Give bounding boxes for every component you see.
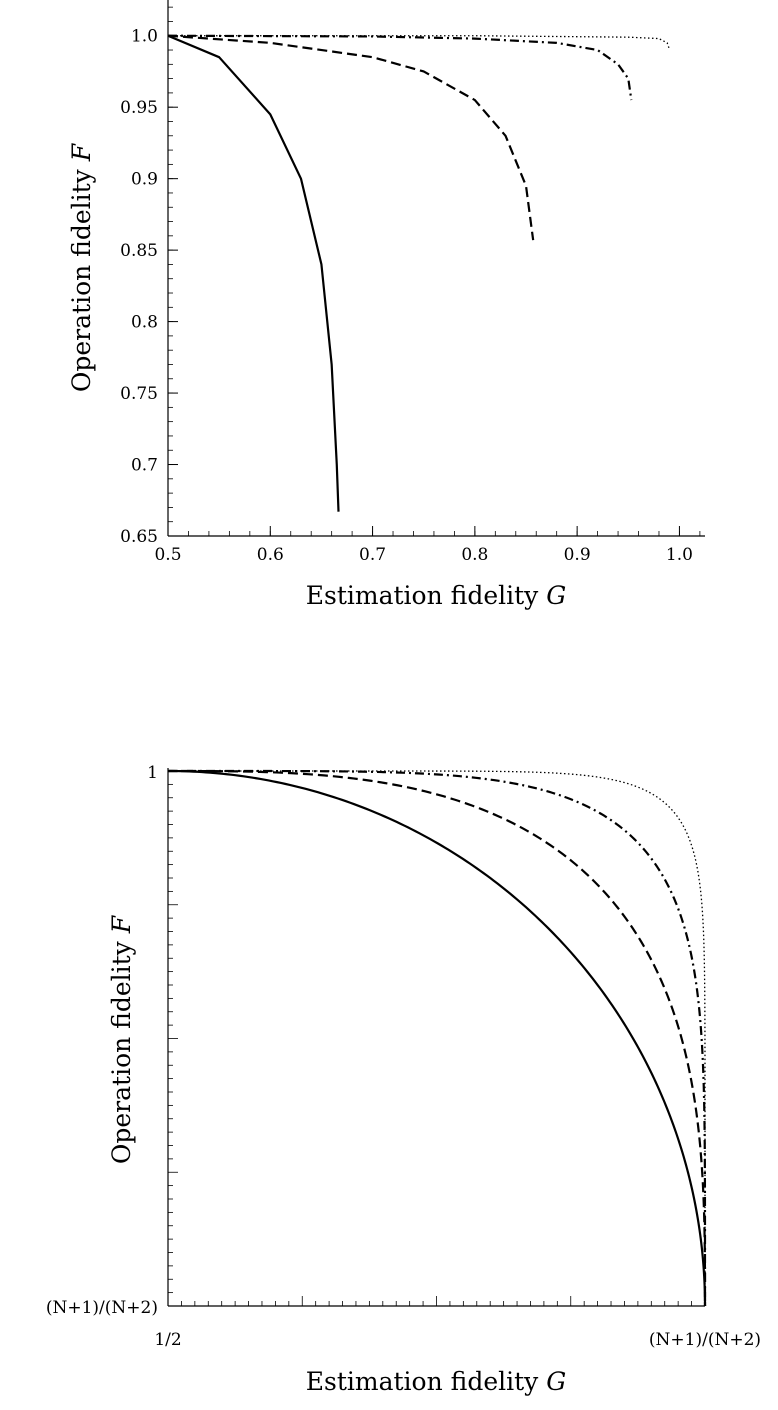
y-tick-label: 0.9 xyxy=(131,170,158,190)
series-dashdot xyxy=(167,769,707,1307)
x-tick-label: 0.9 xyxy=(564,545,591,565)
x-tick-labels: 0.5 0.6 0.7 0.8 0.9 1.0 xyxy=(154,545,692,565)
y-tick-label: 0.7 xyxy=(131,456,158,476)
y-tick-label: 0.95 xyxy=(120,98,158,118)
x-tick-label: 0.6 xyxy=(257,545,284,565)
x-tick-label: 1.0 xyxy=(666,545,693,565)
chart-bottom: 1 (N+1)/(N+2) 1/2 (N+1)/(N+2) Estimation… xyxy=(46,763,761,1396)
series-dotted xyxy=(168,770,706,1306)
y-axis-label: Operation fidelity F xyxy=(67,142,96,392)
series-dashed xyxy=(167,769,707,1307)
series-dashdot xyxy=(167,34,633,101)
x-tick-label-right: (N+1)/(N+2) xyxy=(649,1330,761,1350)
x-axis-label: Estimation fidelity G xyxy=(306,581,566,610)
y-tick-label: 0.65 xyxy=(120,527,158,547)
x-tick-label: 0.8 xyxy=(461,545,488,565)
x-tick-label: 0.5 xyxy=(154,545,181,565)
series-lines xyxy=(167,34,670,512)
y-tick-label-bottom: (N+1)/(N+2) xyxy=(46,1298,158,1318)
y-axis-label: Operation fidelity F xyxy=(107,914,136,1164)
y-tick-label-top: 1 xyxy=(147,763,158,783)
tick-marks xyxy=(167,6,701,537)
y-tick-label: 1.0 xyxy=(131,27,158,47)
series-solid xyxy=(167,769,707,1307)
y-tick-label: 0.75 xyxy=(120,384,158,404)
x-tick-label-left: 1/2 xyxy=(154,1330,181,1350)
y-tick-label: 0.85 xyxy=(120,241,158,261)
x-tick-label: 0.7 xyxy=(359,545,386,565)
series-dotted xyxy=(168,35,670,49)
y-tick-label: 0.8 xyxy=(131,313,158,333)
series-dashed xyxy=(167,34,535,241)
x-axis-label: Estimation fidelity G xyxy=(306,1367,566,1396)
chart-top: 0.5 0.6 0.7 0.8 0.9 1.0 0.65 0.7 0.75 0.8 0.85 0.9… xyxy=(67,0,705,610)
series-solid xyxy=(167,34,340,512)
y-tick-labels: 0.65 0.7 0.75 0.8 0.85 0.9 0.95 1.0 xyxy=(120,27,158,547)
tick-marks xyxy=(167,770,706,1307)
series-lines xyxy=(167,769,707,1307)
